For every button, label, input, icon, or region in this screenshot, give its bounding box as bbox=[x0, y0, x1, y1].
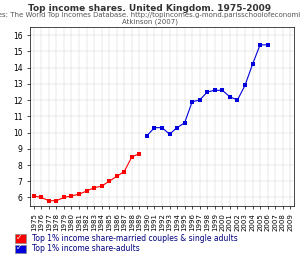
Text: Top 1% income share-married couples & single adults: Top 1% income share-married couples & si… bbox=[32, 234, 237, 243]
Text: Top income shares. United Kingdom. 1975-2009: Top income shares. United Kingdom. 1975-… bbox=[28, 4, 272, 13]
Text: ✓: ✓ bbox=[16, 243, 22, 252]
Text: Sources: The World Top Incomes Database. http://topincomes.g-mond.parisschoolofe: Sources: The World Top Incomes Database.… bbox=[0, 12, 300, 18]
Text: ✓: ✓ bbox=[16, 233, 22, 242]
Text: Top 1% income share-adults: Top 1% income share-adults bbox=[32, 244, 139, 253]
Text: Atkinson (2007): Atkinson (2007) bbox=[122, 19, 178, 25]
